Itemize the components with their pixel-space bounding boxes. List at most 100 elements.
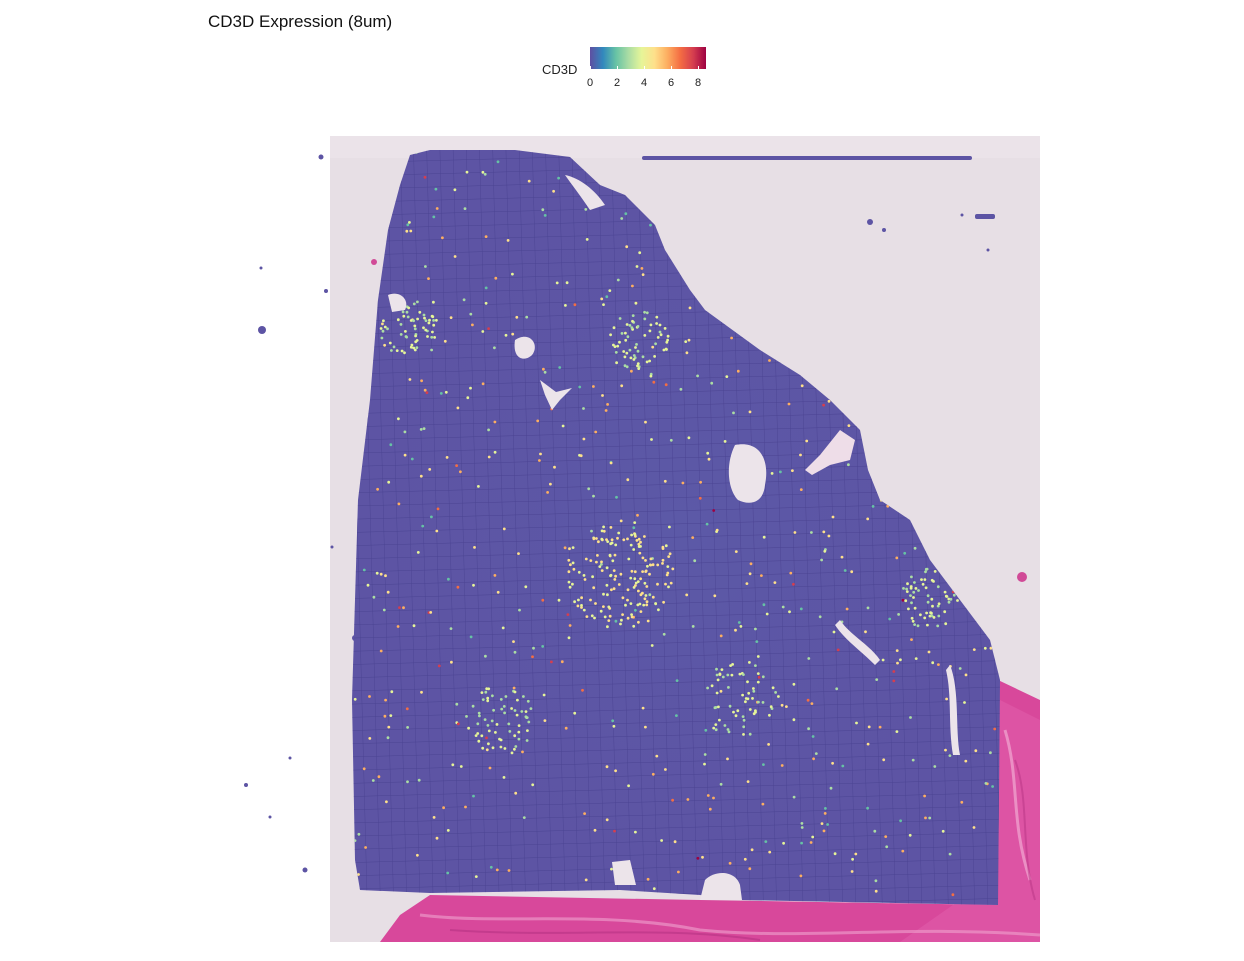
expression-spot [616,536,619,540]
expression-spot [638,602,642,606]
expression-spot [430,515,433,519]
expression-spot [406,726,409,729]
expression-spot [827,534,831,538]
expression-spot [481,170,485,174]
expression-spot [503,711,506,715]
expression-spot [400,349,404,353]
expression-spot [921,582,925,586]
expression-spot [773,581,777,584]
expression-spot [871,505,875,508]
expression-spot [384,698,387,702]
expression-spot [629,543,633,547]
expression-spot [639,577,642,581]
expression-spot [422,326,425,330]
expression-spot [618,340,621,344]
expression-spot [936,624,940,628]
expression-spot [628,324,632,327]
expression-spot [963,701,966,704]
expression-spot [618,317,622,320]
expression-spot [542,693,546,697]
expression-spot [366,583,370,587]
expression-spot [435,529,439,533]
expression-spot [631,284,634,288]
color-legend: CD3D 0 2 4 6 8 [540,44,720,92]
expression-spot [565,281,569,285]
colorbar-tick-mark [671,66,672,69]
expression-spot [787,402,791,406]
expression-spot [456,722,460,726]
expression-spot [648,572,651,576]
expression-spot [651,595,655,599]
expression-spot [888,617,892,621]
expression-spot [593,616,596,620]
expression-spot [447,577,450,581]
expression-spot [792,795,796,799]
expression-spot [623,364,627,368]
expression-spot [526,699,530,703]
expression-spot [600,297,604,301]
expression-spot [579,454,583,458]
expression-spot [453,188,457,192]
expression-spot [636,603,640,607]
expression-spot [390,349,393,352]
expression-spot [685,593,689,597]
expression-spot [424,328,428,332]
expression-spot [855,721,858,725]
expression-spot [771,686,775,690]
expression-spot [715,667,718,671]
expression-spot [811,735,815,738]
expression-spot [439,392,443,395]
expression-spot [896,661,899,665]
expression-spot [582,574,586,577]
expression-spot [506,239,510,242]
expression-spot [930,614,934,618]
expression-spot [748,572,752,576]
expression-spot [644,420,647,424]
expression-spot [558,366,562,369]
expression-spot [664,582,667,586]
expression-spot [483,172,487,176]
tissue-holes [388,175,960,900]
expression-spot [948,852,952,856]
expression-spot [564,726,568,730]
expression-spot [728,704,732,708]
expression-spot [649,374,653,378]
expression-spot [481,330,485,333]
expression-spot [504,333,508,337]
expression-spot [605,583,609,587]
expression-spot [649,563,653,567]
expression-spot [822,403,825,407]
expression-spot [483,718,487,721]
expression-spot [613,829,616,833]
expression-spot [546,491,549,494]
expression-spot [592,537,596,541]
expression-spot [710,381,714,385]
expression-spot [713,706,717,710]
expression-spot [382,608,386,612]
expression-spot [514,791,518,795]
expression-spot [609,574,612,578]
expression-spot [405,310,409,314]
expression-spot [609,542,613,546]
expression-spot [936,585,940,589]
expression-spot [582,407,585,410]
expression-spot [589,559,593,562]
expression-spot [630,613,633,616]
expression-spot [636,362,640,365]
expression-spot [792,718,796,722]
colorbar-tick-label: 6 [667,77,675,89]
expression-spot [720,668,724,671]
expression-spot [827,399,831,403]
expression-spot [875,678,879,681]
expression-spot [469,635,473,639]
expression-spot [625,323,629,326]
expression-spot [902,587,905,590]
legend-title: CD3D [542,62,578,77]
expression-spot [730,673,734,677]
expression-spot [756,672,760,675]
expression-spot [602,592,605,596]
expression-spot [910,638,913,641]
expression-spot [517,724,521,727]
expression-spot [416,853,419,857]
expression-spot [629,576,633,580]
